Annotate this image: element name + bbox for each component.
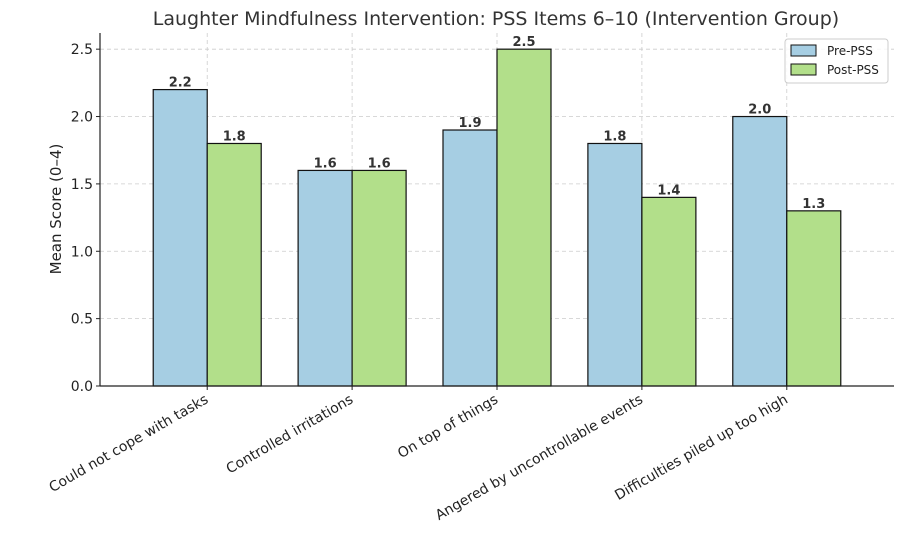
legend-swatch [790,44,817,57]
y-tick-label: 0.5 [71,312,93,328]
y-tick-label: 1.0 [71,244,93,260]
bar-pre-pss [152,88,208,387]
legend: Pre-PSS Post-PSS [784,38,889,84]
chart-title: Laughter Mindfulness Intervention: PSS I… [153,8,839,30]
y-tick-label: 0.0 [71,379,93,395]
data-label: 1.6 [314,156,337,171]
bar-post-pss [351,169,407,387]
legend-label: Post-PSS [827,63,879,77]
data-label: 1.8 [223,129,246,144]
bar-post-pss [786,210,842,387]
bar-post-pss [641,196,697,387]
x-tick-label: Controlled irritations [224,392,356,478]
bar-pre-pss [587,142,643,387]
legend-label: Pre-PSS [827,44,873,58]
data-label: 2.5 [512,35,535,50]
data-label: 1.4 [657,183,680,198]
bar-post-pss [496,48,552,387]
bar-post-pss [206,142,262,387]
y-tick-label: 2.0 [71,110,93,126]
y-axis-label: Mean Score (0–4) [47,144,65,275]
data-label: 1.9 [458,116,481,131]
bar-pre-pss [732,115,788,387]
data-label: 1.3 [802,197,825,212]
bar-pre-pss [442,129,498,387]
legend-swatch [790,63,817,76]
y-tick-label: 2.5 [71,42,93,58]
data-label: 2.2 [169,76,192,91]
data-label: 1.8 [603,129,626,144]
y-tick-label: 1.5 [71,177,93,193]
x-tick-label: Could not cope with tasks [47,392,212,496]
data-labels: 2.2 1.8 1.6 1.6 1.9 2.5 1.8 1.4 2.0 1.3 [169,35,826,212]
bars [152,48,842,387]
x-tick-label: On top of things [395,392,501,462]
data-label: 2.0 [748,103,771,118]
bar-pre-pss [297,169,353,387]
data-label: 1.6 [368,156,391,171]
